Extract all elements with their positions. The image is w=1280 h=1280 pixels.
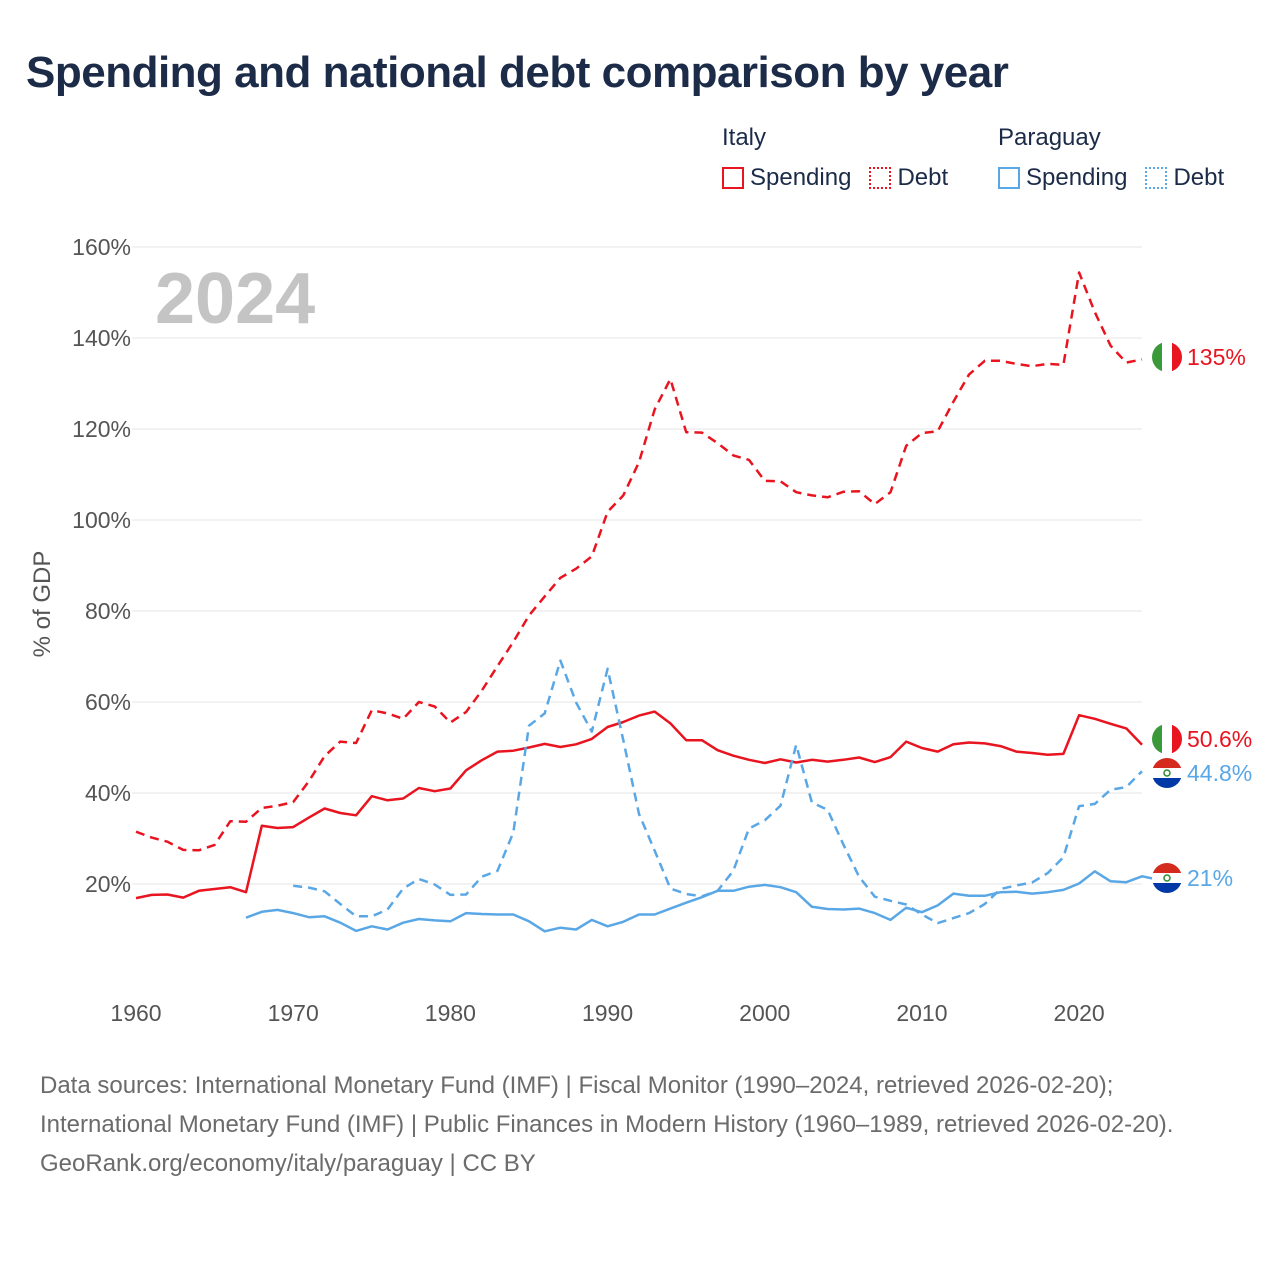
series-lines xyxy=(135,271,1158,933)
legend-item-paraguay-spending[interactable]: Spending xyxy=(998,164,1127,192)
series-line-paraguay-spending[interactable] xyxy=(245,870,1158,933)
paraguay-flag-icon xyxy=(1152,758,1182,788)
y-tick-label: 80% xyxy=(85,598,131,624)
series-line-italy-debt[interactable] xyxy=(135,271,1143,852)
x-tick-label: 1990 xyxy=(582,1000,633,1026)
legend-country-italy: Italy xyxy=(722,124,767,151)
line-chart: 20% 40% 60% 80% 100% 120% 140% 160% 1960 1970 198… xyxy=(29,234,1252,1026)
series-line-italy-spending[interactable] xyxy=(135,710,1143,900)
data-sources-text: Data sources: International Monetary Fun… xyxy=(40,1072,1174,1138)
legend-label-italy-debt: Debt xyxy=(897,164,949,191)
y-tick-label: 140% xyxy=(72,325,131,351)
end-label-paraguay-spending: 21% xyxy=(1187,865,1233,891)
x-tick-label: 2020 xyxy=(1054,1000,1105,1026)
y-tick-label: 40% xyxy=(85,780,131,806)
year-watermark: 2024 xyxy=(155,259,315,339)
x-tick-label: 2010 xyxy=(896,1000,947,1026)
legend-swatch-paraguay-debt xyxy=(1145,167,1168,189)
y-tick-label: 160% xyxy=(72,234,131,260)
footer: Data sources: International Monetary Fun… xyxy=(40,1066,1240,1183)
x-tick-label: 1970 xyxy=(268,1000,319,1026)
legend-label-italy-spending: Spending xyxy=(750,164,852,191)
legend-swatch-paraguay-spending xyxy=(998,167,1020,189)
x-tick-label: 1980 xyxy=(425,1000,476,1026)
legend-label-paraguay-debt: Debt xyxy=(1173,164,1225,191)
x-axis-ticks: 1960 1970 1980 1990 2000 2010 2020 xyxy=(110,1000,1104,1026)
end-label-paraguay-debt: 44.8% xyxy=(1187,760,1252,786)
italy-flag-icon xyxy=(1152,724,1182,754)
y-tick-label: 60% xyxy=(85,689,131,715)
x-tick-label: 2000 xyxy=(739,1000,790,1026)
end-label-italy-spending: 50.6% xyxy=(1187,726,1252,752)
x-tick-label: 1960 xyxy=(110,1000,161,1026)
paraguay-flag-icon xyxy=(1152,863,1182,893)
grid-lines xyxy=(132,246,1142,885)
legend-group-paraguay: Paraguay Spending Debt xyxy=(998,124,1224,192)
end-label-italy-debt: 135% xyxy=(1187,344,1246,370)
y-axis-ticks: 20% 40% 60% 80% 100% 120% 140% 160% xyxy=(72,234,131,897)
legend-group-italy: Italy Spending Debt xyxy=(722,124,966,192)
y-tick-label: 20% xyxy=(85,871,131,897)
chart-title: Spending and national debt comparison by… xyxy=(26,48,1009,97)
legend-label-paraguay-spending: Spending xyxy=(1026,164,1128,191)
y-axis-label: % of GDP xyxy=(29,551,56,658)
legend-item-italy-debt[interactable]: Debt xyxy=(869,164,948,192)
legend-item-italy-spending[interactable]: Spending xyxy=(722,164,851,192)
legend-swatch-italy-spending xyxy=(722,167,744,189)
legend-swatch-italy-debt xyxy=(869,167,892,189)
y-tick-label: 100% xyxy=(72,507,131,533)
italy-flag-icon xyxy=(1152,342,1182,372)
legend-item-paraguay-debt[interactable]: Debt xyxy=(1145,164,1224,192)
legend-country-paraguay: Paraguay xyxy=(998,124,1101,151)
credit-text: GeoRank.org/economy/italy/paraguay | CC … xyxy=(40,1150,536,1177)
y-tick-label: 120% xyxy=(72,416,131,442)
